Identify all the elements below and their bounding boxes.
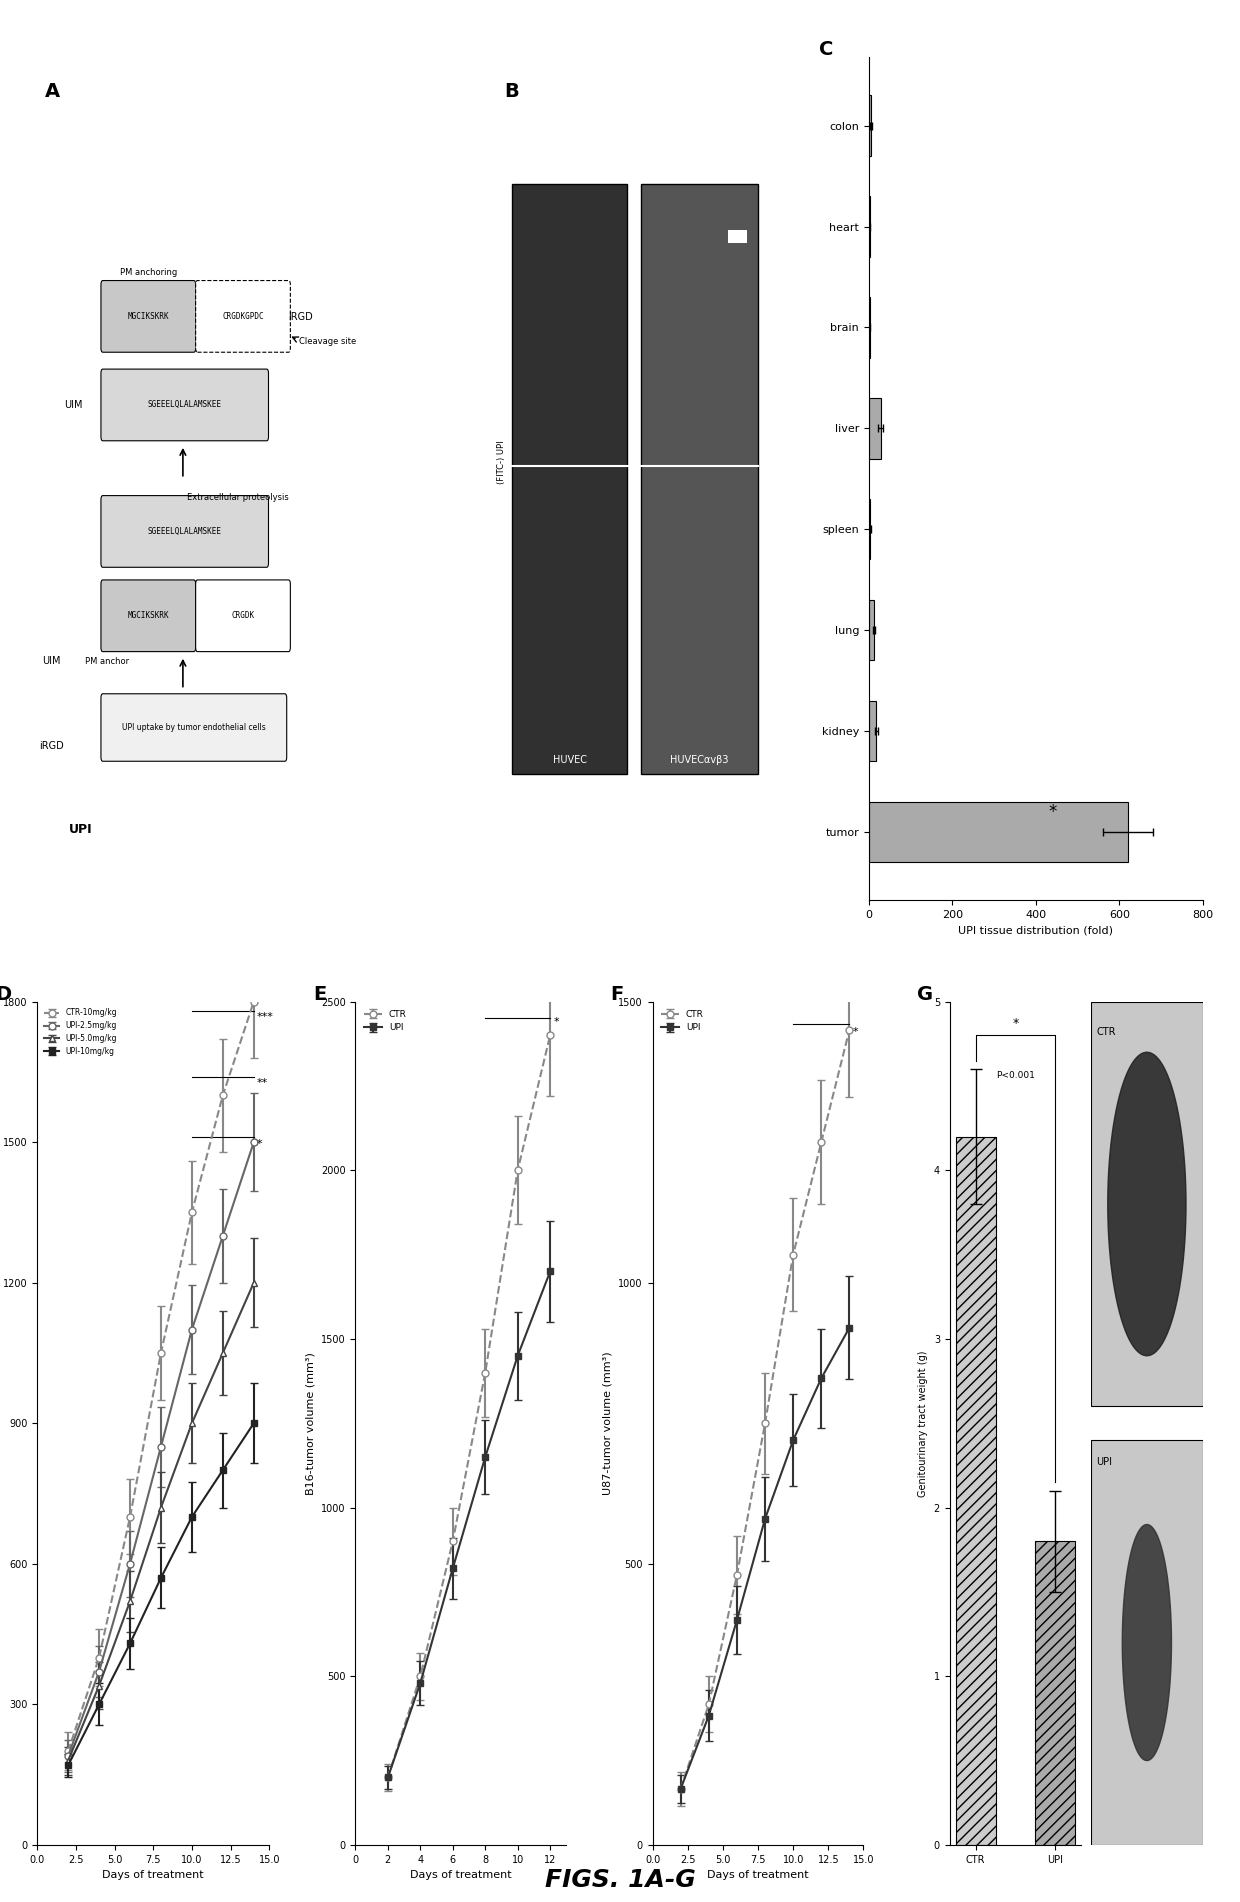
Bar (1091, 1440, 1203, 1845)
Text: CRGDKGPDC: CRGDKGPDC (222, 312, 264, 321)
Polygon shape (1107, 1052, 1185, 1356)
Y-axis label: U87-tumor volume (mm³): U87-tumor volume (mm³) (603, 1352, 613, 1495)
Text: A: A (45, 82, 60, 101)
Text: *: * (1048, 803, 1056, 820)
FancyBboxPatch shape (100, 580, 196, 652)
Text: C: C (818, 40, 833, 59)
Text: Cleavage site: Cleavage site (300, 337, 357, 346)
Bar (728, 230, 748, 243)
Text: iRGD: iRGD (40, 740, 64, 751)
FancyBboxPatch shape (100, 281, 196, 352)
X-axis label: UPI tissue distribution (fold): UPI tissue distribution (fold) (959, 926, 1114, 936)
X-axis label: Days of treatment: Days of treatment (707, 1870, 808, 1881)
Bar (1091, 1002, 1203, 1406)
Text: D: D (0, 985, 11, 1004)
Text: *: * (852, 1027, 858, 1037)
Text: MGCIKSKRK: MGCIKSKRK (128, 611, 169, 620)
Bar (1035, 1541, 1075, 1845)
Legend: CTR, UPI: CTR, UPI (657, 1006, 708, 1037)
FancyBboxPatch shape (100, 694, 286, 761)
Bar (869, 599, 874, 660)
Bar (869, 700, 877, 761)
Text: SGEEELQLALAMSKEE: SGEEELQLALAMSKEE (148, 399, 222, 409)
Legend: CTR-10mg/kg, UPI-2.5mg/kg, UPI-5.0mg/kg, UPI-10mg/kg: CTR-10mg/kg, UPI-2.5mg/kg, UPI-5.0mg/kg,… (41, 1006, 120, 1059)
Bar (869, 95, 870, 156)
Text: ***: *** (257, 1012, 274, 1023)
Text: E: E (314, 985, 326, 1004)
FancyBboxPatch shape (100, 496, 269, 567)
X-axis label: Days of treatment: Days of treatment (103, 1870, 205, 1881)
Bar (641, 184, 758, 774)
Text: UPI uptake by tumor endothelial cells: UPI uptake by tumor endothelial cells (122, 723, 265, 732)
Text: (FITC-) UPI: (FITC-) UPI (497, 439, 506, 483)
Text: UIM: UIM (64, 399, 83, 409)
Text: *: * (257, 1139, 263, 1149)
Text: SGEEELQLALAMSKEE: SGEEELQLALAMSKEE (148, 527, 222, 536)
Text: PM anchoring: PM anchoring (120, 268, 177, 276)
Bar (869, 398, 880, 458)
Text: UPI: UPI (69, 824, 93, 837)
Text: HUVEC: HUVEC (553, 755, 587, 765)
FancyBboxPatch shape (196, 281, 290, 352)
Text: MGCIKSKRK: MGCIKSKRK (128, 312, 169, 321)
Text: PM anchor: PM anchor (84, 658, 129, 666)
FancyBboxPatch shape (100, 369, 269, 441)
Text: G: G (916, 985, 932, 1004)
Legend: CTR, UPI: CTR, UPI (360, 1006, 410, 1037)
Text: HUVECαvβ3: HUVECαvβ3 (670, 755, 729, 765)
Text: P<0.001: P<0.001 (996, 1071, 1035, 1080)
Y-axis label: B16-tumor volume (mm³): B16-tumor volume (mm³) (305, 1352, 315, 1495)
Text: UIM: UIM (42, 656, 61, 666)
Bar (869, 801, 1127, 862)
X-axis label: Days of treatment: Days of treatment (410, 1870, 512, 1881)
Polygon shape (1122, 1525, 1172, 1761)
Text: *: * (553, 1018, 559, 1027)
Text: **: ** (257, 1078, 268, 1088)
Y-axis label: Genitourinary tract weight (g): Genitourinary tract weight (g) (918, 1350, 928, 1497)
Text: FIGS. 1A-G: FIGS. 1A-G (544, 1868, 696, 1892)
Text: CTR: CTR (1096, 1027, 1116, 1037)
Text: B: B (503, 82, 518, 101)
Text: UPI: UPI (1096, 1457, 1112, 1466)
Text: Extracellular proteolysis: Extracellular proteolysis (187, 493, 289, 502)
Bar (512, 184, 627, 774)
Text: F: F (610, 985, 624, 1004)
FancyBboxPatch shape (196, 580, 290, 652)
Bar (869, 498, 870, 559)
Text: CRGDK: CRGDK (232, 611, 254, 620)
Bar (956, 1137, 996, 1845)
Text: *: * (1012, 1018, 1018, 1029)
Text: iRGD: iRGD (289, 312, 314, 321)
